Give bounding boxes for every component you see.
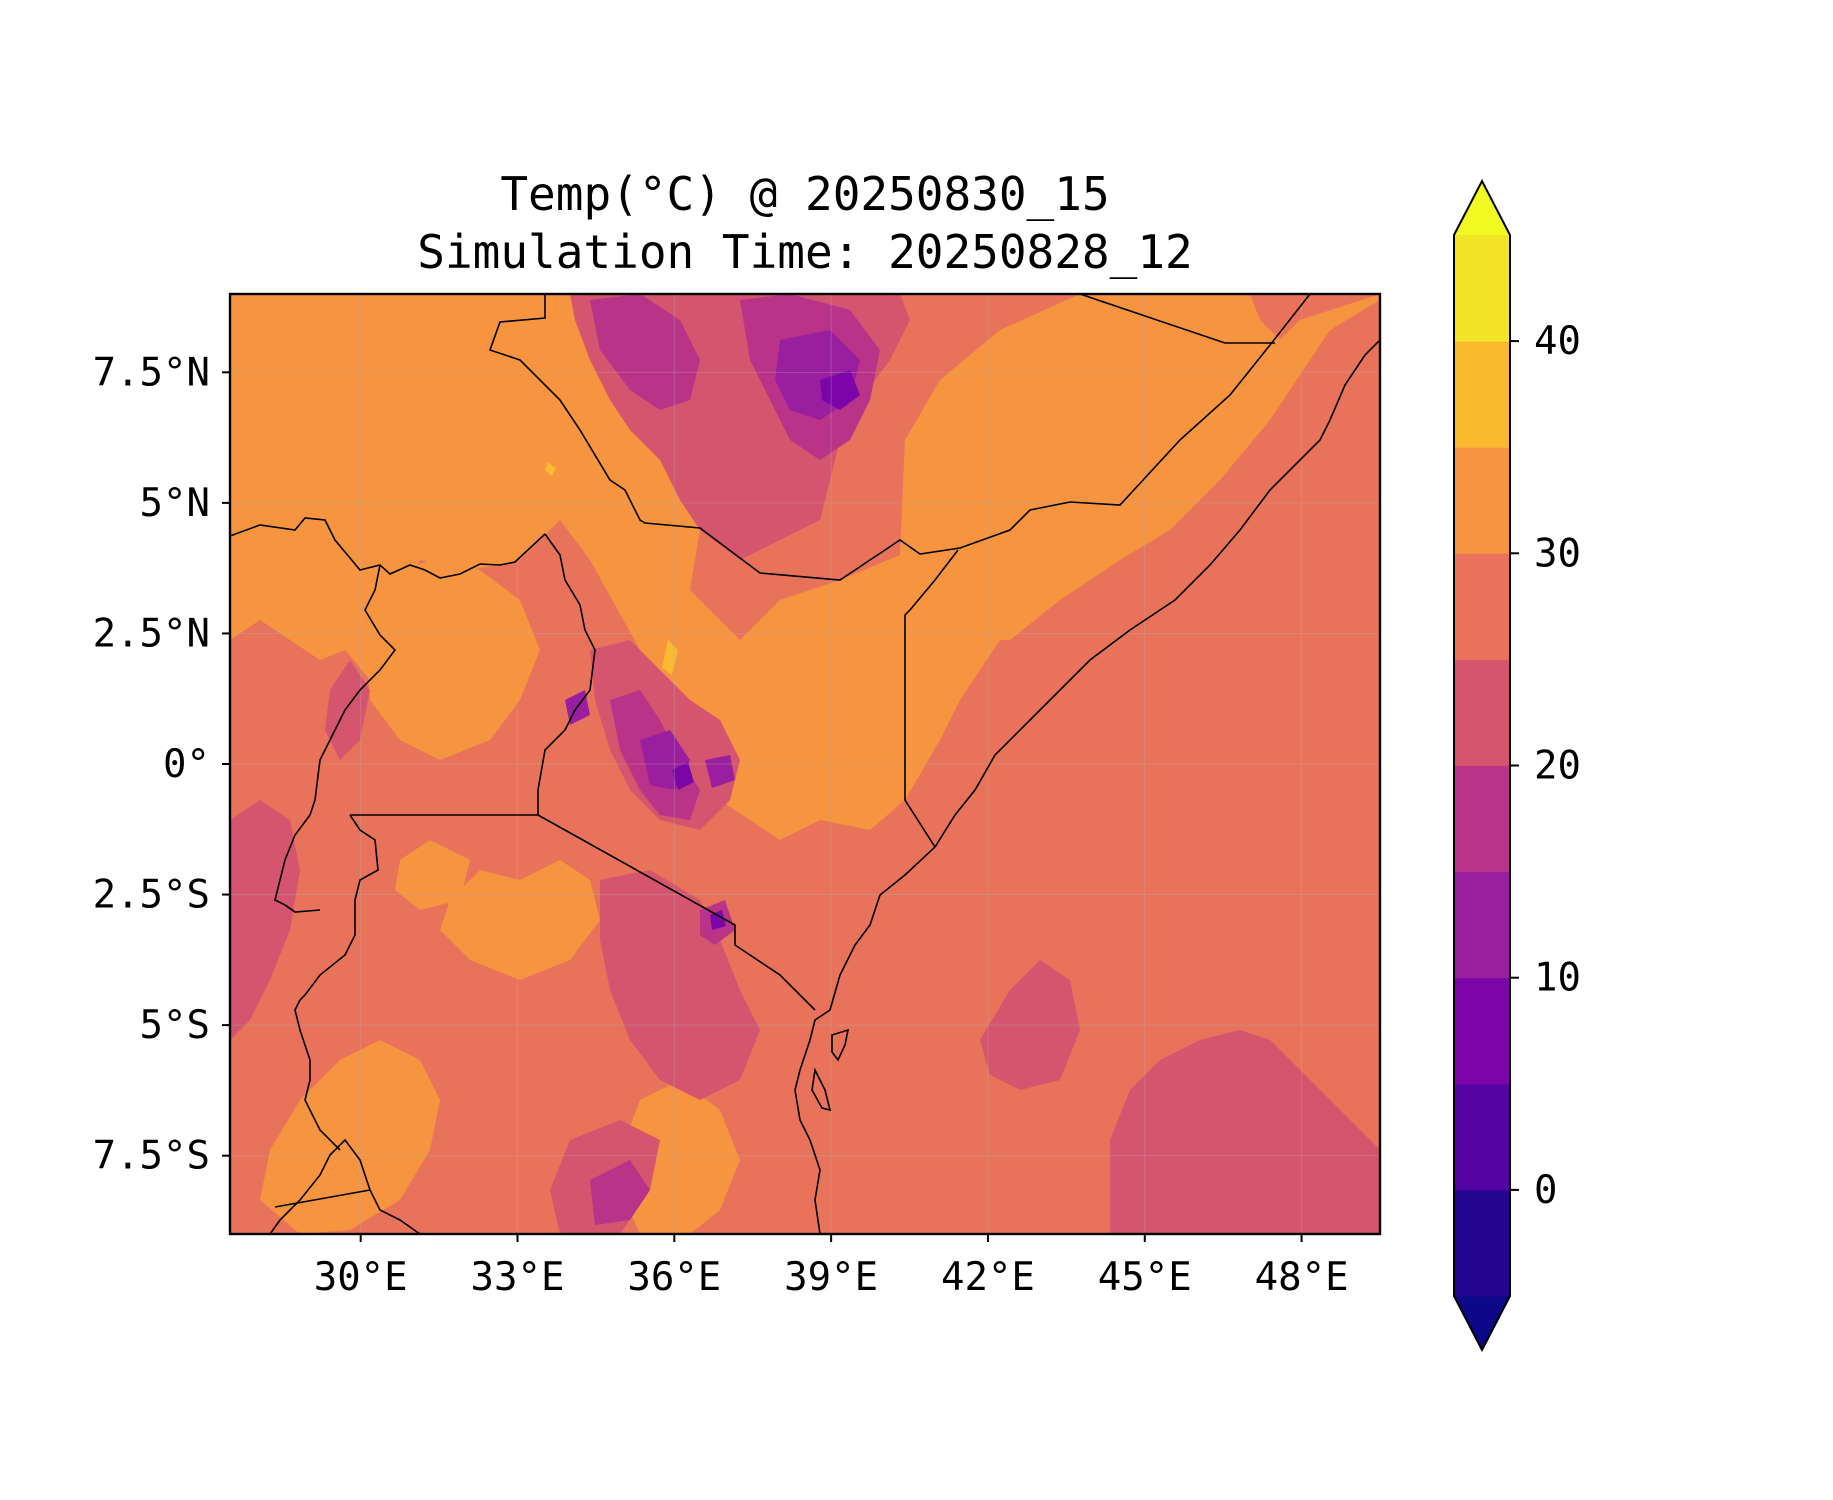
coldest-region-kenya <box>672 762 694 790</box>
cool-region-albertine-rift <box>230 800 300 1040</box>
coldest-regions <box>672 370 860 930</box>
y-tick-label-6: 7.5°S <box>93 1134 210 1179</box>
title-line-1: Temp(°C) @ 20250830_15 <box>500 167 1109 221</box>
border-zambia-drc <box>274 1189 371 1208</box>
cool-region-indian-ocean <box>1110 1030 1380 1234</box>
border-kenya-tanzania <box>537 814 816 1011</box>
y-tick-label-3: 0° <box>163 742 210 787</box>
colder-region-southern <box>590 1160 650 1225</box>
colorbar-tick-label-1: 10 <box>1534 956 1581 1001</box>
colorbar-extend-low <box>1454 1296 1510 1350</box>
colder-region-ethiopia-west <box>590 294 700 410</box>
cool-region-tanzania-highlands <box>600 870 760 1100</box>
colorbar-band-5 <box>1454 659 1510 766</box>
very-hot-spot-turkana <box>662 640 678 675</box>
y-tick-label-1: 5°N <box>140 481 210 526</box>
border-rwanda-drc <box>274 814 321 913</box>
borders <box>230 294 1380 1234</box>
hot-region-lake-victoria <box>395 840 470 910</box>
x-tick-label-4: 42°E <box>941 1255 1035 1300</box>
x-tick-label-3: 39°E <box>784 1255 878 1300</box>
y-axis: 7.5°N 5°N 2.5°N 0° 2.5°S 5°S 7.5°S <box>93 350 230 1179</box>
y-tick-label-0: 7.5°N <box>93 350 210 395</box>
colorbar-tick-label-2: 20 <box>1534 744 1581 789</box>
hot-region-horn <box>980 330 1330 640</box>
hot-region-coast-tanzania <box>620 1080 740 1234</box>
colorbar-tick-label-4: 40 <box>1534 319 1581 364</box>
colorbar-band-7 <box>1454 447 1510 554</box>
border-kenya-somalia <box>904 549 959 848</box>
border-south-sudan-ethiopia <box>488 294 1311 581</box>
colorbar-band-0 <box>1454 1189 1510 1297</box>
title-line-2: Simulation Time: 20250828_12 <box>417 225 1192 279</box>
x-tick-label-1: 33°E <box>471 1255 565 1300</box>
cool-region-rwenzori <box>325 660 370 760</box>
coast-somalia-kenya-tanzania <box>794 339 1380 1234</box>
y-tick-label-5: 5°S <box>140 1003 210 1048</box>
cold-region-meru <box>705 755 735 788</box>
colorbar-band-2 <box>1454 977 1510 1085</box>
x-axis: 30°E 33°E 36°E 39°E 42°E 45°E 48°E <box>314 1234 1349 1300</box>
border-tanzania-zambia <box>269 1138 421 1234</box>
y-tick-label-4: 2.5°S <box>93 873 210 918</box>
very-hot-spots <box>545 462 678 675</box>
colorbar-band-4 <box>1454 765 1510 873</box>
gridlines <box>230 294 1380 1234</box>
border-drc-uganda <box>309 564 397 816</box>
colorbar-outline <box>1453 178 1511 1353</box>
hot-region-western-tanzania <box>260 1040 440 1234</box>
border-rwanda-burundi <box>299 814 379 1001</box>
coast-zanzibar <box>831 1028 850 1062</box>
border-kenya-uganda <box>537 533 596 815</box>
hot-region-north-uganda <box>365 560 540 760</box>
border-tanzania-drc-lake <box>294 999 341 1151</box>
colorbar-band-3 <box>1454 871 1510 979</box>
coldest-region-ethiopia <box>820 370 860 410</box>
border-ethiopia-somalia-north <box>1079 294 1275 344</box>
y-tick-label-2: 2.5°N <box>93 611 210 656</box>
coldest-region-kilimanjaro <box>710 910 726 930</box>
x-tick-label-6: 48°E <box>1255 1255 1349 1300</box>
colorbar-tick-label-0: 0 <box>1534 1168 1557 1213</box>
x-tick-label-0: 30°E <box>314 1255 408 1300</box>
colorbar-extend-high <box>1454 181 1510 235</box>
very-hot-spot-south-sudan <box>545 462 556 476</box>
x-tick-label-5: 45°E <box>1098 1255 1192 1300</box>
border-south-sudan-uganda <box>230 517 546 579</box>
colorbar: 0 10 20 30 40 <box>1453 178 1581 1353</box>
hot-region-northwest <box>230 294 1380 840</box>
hot-regions <box>230 294 1380 1234</box>
colorbar-band-1 <box>1454 1083 1510 1191</box>
temperature-map <box>230 294 1380 1234</box>
colorbar-tick-label-3: 30 <box>1534 531 1581 576</box>
hot-region-central-tanzania <box>440 860 600 980</box>
coast-mafia <box>811 1067 832 1112</box>
colorbar-band-9 <box>1454 235 1510 342</box>
x-tick-label-2: 36°E <box>627 1255 721 1300</box>
colorbar-band-8 <box>1454 341 1510 448</box>
colorbar-band-6 <box>1454 553 1510 660</box>
cool-region-ocean-south <box>980 960 1080 1090</box>
